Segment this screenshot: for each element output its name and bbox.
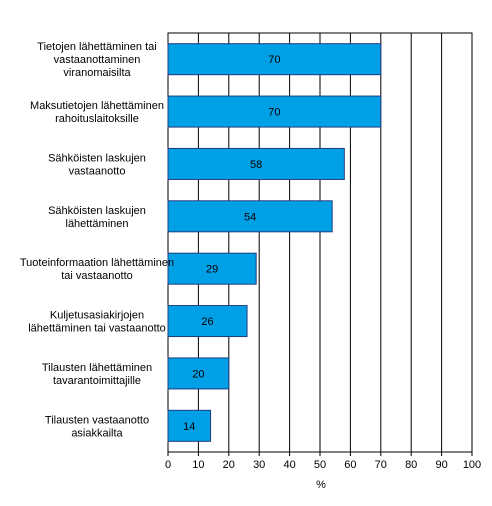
category-label-5: Tuoteinformaation lähettäminen tai vastaa…: [20, 257, 174, 282]
x-tick-label-10: 10: [192, 459, 204, 471]
bar-value-label-7: 20: [192, 368, 204, 380]
x-tick-label-20: 20: [223, 459, 235, 471]
x-tick-label-30: 30: [253, 459, 265, 471]
bars: [167, 43, 382, 442]
category-label-3: Sähköisten laskujen vastaanotto: [48, 152, 146, 177]
x-axis-title: %: [316, 479, 326, 491]
bar-7: [167, 357, 230, 390]
category-label-line: Tietojen lähettäminen tai: [37, 41, 156, 53]
bar-value-label-5: 29: [206, 264, 218, 276]
category-label-line: vastaanotto: [69, 165, 126, 177]
category-label-line: viranomaisilta: [63, 67, 131, 79]
bar-1: [167, 43, 382, 76]
category-label-7: Tilausten lähettäminen tavarantoimittajil…: [42, 362, 152, 387]
bar-2: [167, 95, 382, 128]
category-label-line: Tilausten vastaanotto: [45, 414, 149, 426]
x-tick-label-90: 90: [435, 459, 447, 471]
category-label-line: lähettäminen: [66, 218, 129, 230]
x-tick-label-60: 60: [344, 459, 356, 471]
category-label-line: tai vastaanotto: [61, 270, 133, 282]
category-label-line: Tuoteinformaation lähettäminen: [20, 257, 174, 269]
bar-value-label-3: 58: [250, 159, 262, 171]
bar-4: [167, 200, 333, 233]
category-label-line: rahoituslaitoksille: [55, 113, 139, 125]
category-label-line: lähettäminen tai vastaanotto: [28, 323, 166, 335]
x-tick-label-40: 40: [283, 459, 295, 471]
bar-5: [167, 252, 257, 285]
bar-value-label-4: 54: [244, 211, 256, 223]
bar-value-label-2: 70: [268, 107, 280, 119]
category-labels: Tietojen lähettäminen tai vastaanottamine…: [20, 41, 174, 439]
x-tick-label-0: 0: [165, 459, 171, 471]
bar-3: [167, 147, 345, 180]
category-label-8: Tilausten vastaanotto asiakkailta: [45, 414, 149, 439]
bar-value-label-6: 26: [201, 316, 213, 328]
category-label-line: Maksutietojen lähettäminen: [30, 100, 164, 112]
bar-6: [167, 305, 248, 338]
bar-8: [167, 409, 212, 442]
category-label-line: asiakkailta: [71, 427, 123, 439]
category-label-line: tavarantoimittajille: [53, 375, 141, 387]
category-label-line: Sähköisten laskujen: [48, 205, 146, 217]
x-tick-label-50: 50: [314, 459, 326, 471]
category-label-line: Sähköisten laskujen: [48, 152, 146, 164]
bar-value-label-8: 14: [183, 421, 195, 433]
category-label-2: Maksutietojen lähettäminen rahoituslaitok…: [30, 100, 164, 125]
x-axis: 0 10 20 30 40 50 60 70 80 90 100: [165, 452, 481, 471]
category-label-6: Kuljetusasiakirjojen lähettäminen tai vas…: [28, 310, 166, 335]
category-label-line: Tilausten lähettäminen: [42, 362, 152, 374]
bar-value-label-1: 70: [268, 54, 280, 66]
category-label-line: vastaanottaminen: [54, 54, 141, 66]
category-label-1: Tietojen lähettäminen tai vastaanottamine…: [37, 41, 156, 79]
bar-value-labels: 70 70 58 54 29 26 20 14: [183, 54, 280, 433]
x-tick-label-100: 100: [463, 459, 481, 471]
category-label-line: Kuljetusasiakirjojen: [50, 310, 144, 322]
x-tick-label-70: 70: [375, 459, 387, 471]
x-tick-label-80: 80: [405, 459, 417, 471]
category-label-4: Sähköisten laskujen lähettäminen: [48, 205, 146, 230]
